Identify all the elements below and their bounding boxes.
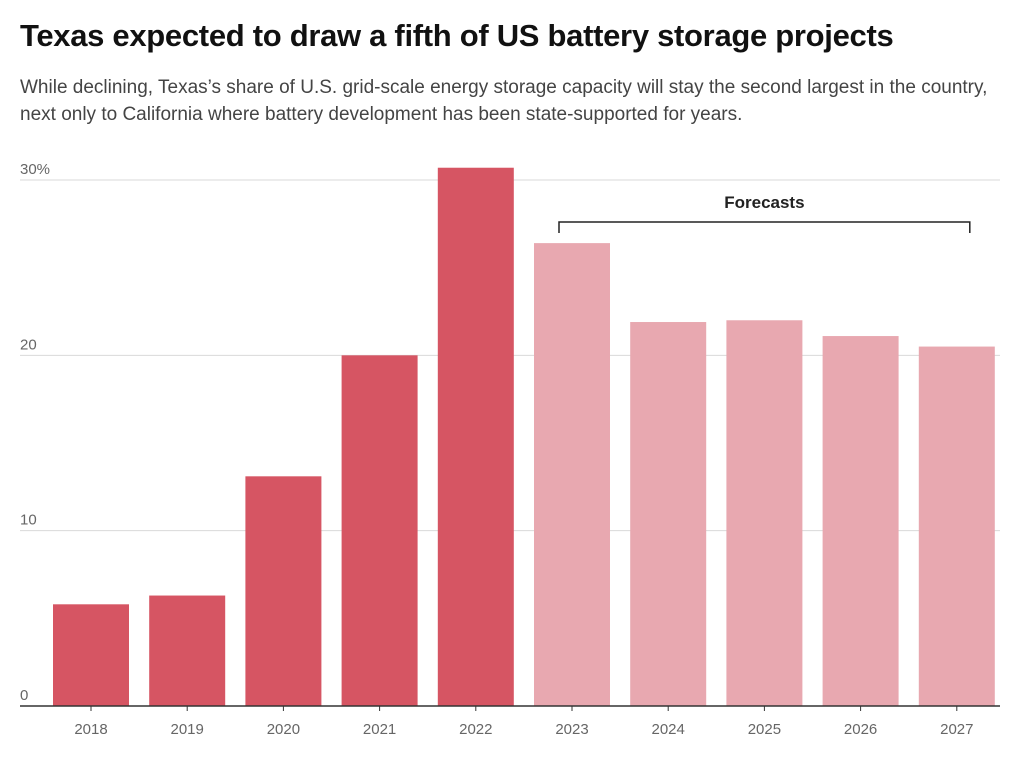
x-tick-label: 2024 — [652, 721, 685, 738]
forecast-bar — [534, 243, 610, 706]
y-tick-label: 0 — [20, 687, 28, 704]
bar — [437, 167, 514, 706]
forecast-label: Forecasts — [724, 193, 804, 212]
forecast-bracket-line — [558, 221, 971, 233]
x-tick-label: 2025 — [748, 721, 781, 738]
x-tick-label: 2019 — [171, 721, 204, 738]
x-tick-label: 2026 — [844, 721, 877, 738]
x-tick-label: 2023 — [555, 721, 588, 738]
chart-subtitle: While declining, Texas’s share of U.S. g… — [20, 77, 988, 125]
bar — [149, 595, 226, 706]
forecast-bracket: Forecasts — [558, 193, 971, 233]
bar — [53, 604, 129, 706]
x-tick-label: 2022 — [459, 721, 492, 738]
forecast-bar — [630, 322, 707, 706]
chart-title: Texas expected to draw a fifth of US bat… — [20, 18, 894, 53]
y-tick-label: 30% — [20, 161, 50, 178]
bar — [245, 476, 322, 706]
y-tick-label: 20 — [20, 336, 37, 353]
forecast-bar — [822, 336, 899, 706]
x-tick-label: 2020 — [267, 721, 300, 738]
x-tick-label: 2018 — [74, 721, 107, 738]
x-tick-label: 2021 — [363, 721, 396, 738]
bars — [53, 167, 995, 706]
bar — [341, 355, 418, 706]
y-tick-label: 10 — [20, 512, 37, 529]
forecast-bar — [918, 346, 995, 706]
forecast-bar — [726, 320, 803, 706]
x-tick-label: 2027 — [940, 721, 973, 738]
x-axis: 2018 2019 2020 2021 2022 2023 2024 2025 2026 2027 — [20, 705, 1000, 738]
